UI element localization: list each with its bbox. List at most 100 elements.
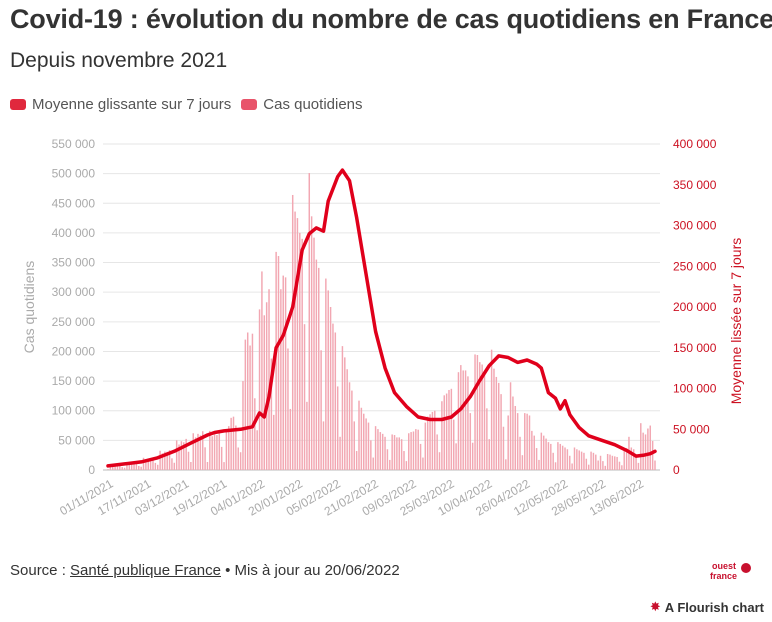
daily-cases-bar <box>614 456 616 470</box>
daily-cases-bar <box>287 348 289 470</box>
y-right-tick-label: 100 000 <box>673 382 717 396</box>
daily-cases-bar <box>329 307 332 470</box>
daily-cases-bar <box>481 364 483 470</box>
daily-cases-bar <box>377 429 379 470</box>
daily-cases-bar <box>566 449 569 470</box>
daily-cases-bar <box>206 461 209 470</box>
daily-cases-bar <box>246 332 249 470</box>
daily-cases-bar <box>363 413 365 470</box>
y-right-tick-label: 150 000 <box>673 341 717 355</box>
y-right-tick-label: 0 <box>673 463 680 477</box>
y-right-tick-label: 300 000 <box>673 219 717 233</box>
daily-cases-bar <box>346 369 348 470</box>
daily-cases-bar <box>232 416 235 470</box>
y-right-tick-label: 400 000 <box>673 137 717 151</box>
daily-cases-bar <box>471 442 474 470</box>
daily-cases-bar <box>244 339 247 470</box>
daily-cases-bar <box>606 453 609 470</box>
daily-cases-bar <box>531 430 533 470</box>
daily-cases-bar <box>116 465 119 470</box>
flourish-credit[interactable]: ✸ A Flourish chart <box>650 599 764 615</box>
daily-cases-bar <box>156 464 159 470</box>
daily-cases-bar <box>277 256 280 470</box>
daily-cases-bar <box>273 414 275 470</box>
daily-cases-bar <box>571 463 573 470</box>
daily-cases-bar <box>140 466 142 470</box>
legend-swatch-daily-cases <box>241 99 258 110</box>
daily-cases-bar <box>587 464 590 470</box>
daily-cases-bar <box>396 437 398 470</box>
y-left-tick-label: 350 000 <box>52 256 96 270</box>
daily-cases-bar <box>310 216 313 470</box>
daily-cases-bar <box>284 277 287 470</box>
y-left-tick-label: 200 000 <box>52 344 96 358</box>
daily-cases-bar <box>509 382 512 470</box>
daily-cases-bar <box>469 413 472 470</box>
daily-cases-bar <box>602 461 604 470</box>
daily-cases-bar <box>223 462 225 470</box>
daily-cases-bar <box>391 434 393 470</box>
daily-cases-bar <box>289 408 292 470</box>
source-prefix: Source : <box>10 562 71 579</box>
daily-cases-bar <box>194 437 197 470</box>
daily-cases-bar <box>372 457 374 470</box>
daily-cases-bar <box>621 465 623 470</box>
daily-cases-bar <box>547 442 550 470</box>
daily-cases-bar <box>403 451 405 470</box>
daily-cases-bar <box>344 357 346 470</box>
y-left-tick-label: 50 000 <box>58 433 95 447</box>
daily-cases-bar <box>192 433 194 470</box>
daily-cases-bar <box>249 345 251 470</box>
legend-item-daily-cases[interactable]: Cas quotidiens <box>241 96 363 113</box>
ouest-france-logo[interactable]: ouest france <box>708 558 752 584</box>
legend-item-moving-average[interactable]: Moyenne glissante sur 7 jours <box>10 96 231 113</box>
daily-cases-bar <box>254 398 256 470</box>
daily-cases-bar <box>592 452 595 470</box>
daily-cases-bar <box>145 459 147 470</box>
source-link[interactable]: Santé publique France <box>70 562 221 579</box>
daily-cases-bar <box>597 460 599 470</box>
daily-cases-bar <box>400 439 403 470</box>
daily-cases-bar <box>228 426 230 470</box>
y-left-tick-label: 400 000 <box>52 226 96 240</box>
daily-cases-bar <box>138 465 140 470</box>
daily-cases-bar <box>213 432 216 470</box>
daily-cases-bar <box>460 365 462 470</box>
daily-cases-bar <box>235 425 237 470</box>
y-right-tick-label: 250 000 <box>673 259 717 273</box>
daily-cases-bar <box>315 259 318 470</box>
daily-cases-bar <box>173 462 176 470</box>
daily-cases-bar <box>564 447 566 470</box>
daily-cases-bar <box>320 350 322 470</box>
daily-cases-bar <box>159 450 161 470</box>
daily-cases-bar <box>514 405 517 470</box>
logo-dot-icon <box>741 563 751 573</box>
daily-cases-bar <box>464 370 467 470</box>
daily-cases-bar <box>341 346 344 470</box>
daily-cases-bar <box>441 401 443 470</box>
daily-cases-bar <box>379 432 382 470</box>
y-left-tick-label: 150 000 <box>52 374 96 388</box>
daily-cases-bar <box>625 448 628 470</box>
daily-cases-bar <box>308 173 311 470</box>
y-right-tick-label: 50 000 <box>673 422 710 436</box>
daily-cases-bar <box>438 452 441 470</box>
daily-cases-bar <box>642 432 644 470</box>
daily-cases-bar <box>121 467 123 470</box>
daily-cases-bar <box>422 457 424 470</box>
daily-cases-bar <box>199 435 202 470</box>
daily-cases-bar <box>474 354 476 470</box>
daily-cases-bar <box>313 237 315 470</box>
daily-cases-bar <box>476 355 479 470</box>
daily-cases-bar <box>291 194 294 470</box>
daily-cases-bar <box>448 389 450 470</box>
daily-cases-bar <box>521 455 524 470</box>
daily-cases-bar <box>550 443 552 470</box>
daily-cases-bar <box>299 232 301 470</box>
daily-cases-bar <box>187 451 190 470</box>
daily-cases-bar <box>647 428 649 470</box>
y-left-tick-label: 250 000 <box>52 315 96 329</box>
y-left-tick-label: 300 000 <box>52 285 96 299</box>
daily-cases-bar <box>623 451 625 470</box>
